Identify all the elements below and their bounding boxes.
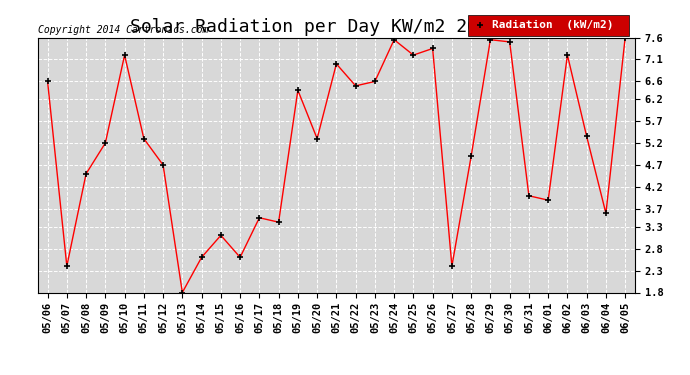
Text: Radiation  (kW/m2): Radiation (kW/m2) xyxy=(491,20,613,30)
Title: Solar Radiation per Day KW/m2 20140605: Solar Radiation per Day KW/m2 20140605 xyxy=(130,18,543,36)
FancyBboxPatch shape xyxy=(468,15,629,36)
Text: Copyright 2014 Cartronics.com: Copyright 2014 Cartronics.com xyxy=(38,25,208,35)
